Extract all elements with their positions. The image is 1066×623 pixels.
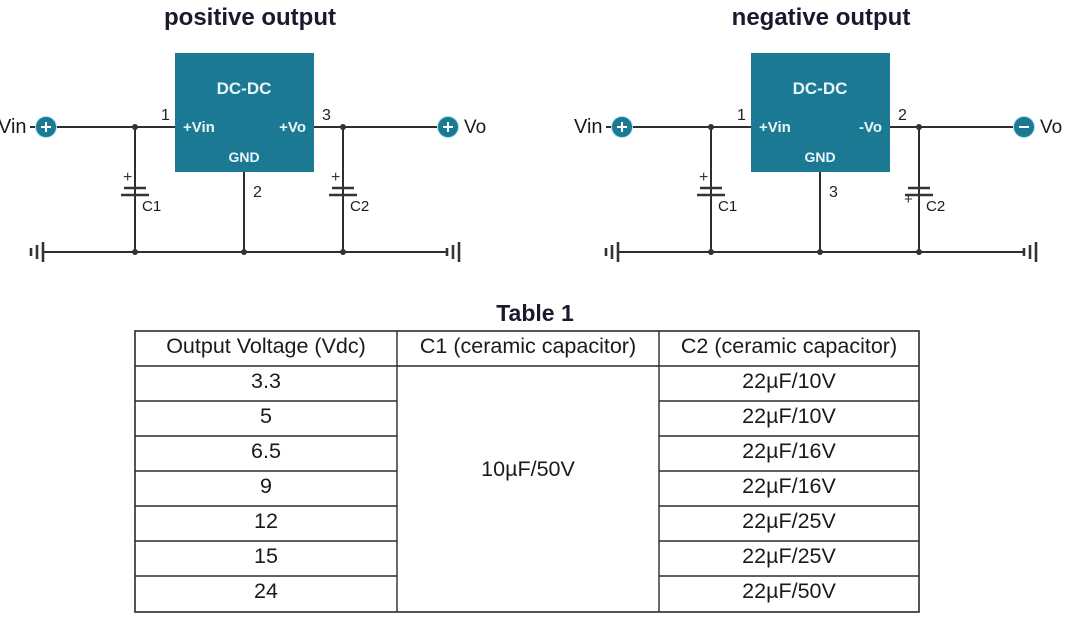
svg-text:3: 3: [322, 107, 331, 124]
svg-text:Vo: Vo: [1040, 117, 1062, 138]
svg-text:C2: C2: [350, 198, 369, 215]
svg-text:1: 1: [737, 107, 746, 124]
svg-text:Vin: Vin: [574, 116, 603, 138]
svg-text:15: 15: [254, 544, 278, 568]
svg-text:GND: GND: [804, 149, 835, 165]
svg-text:+Vin: +Vin: [183, 119, 215, 136]
svg-text:+: +: [904, 191, 913, 208]
svg-text:22µF/25V: 22µF/25V: [742, 509, 836, 533]
svg-text:+Vo: +Vo: [279, 119, 306, 136]
svg-text:C2: C2: [926, 198, 945, 215]
svg-text:22µF/10V: 22µF/10V: [742, 404, 836, 428]
svg-text:negative output: negative output: [732, 4, 911, 31]
svg-text:DC-DC: DC-DC: [793, 79, 848, 98]
svg-text:Vin: Vin: [0, 116, 27, 138]
svg-text:-Vo: -Vo: [859, 119, 882, 136]
svg-text:+: +: [123, 169, 132, 186]
svg-text:9: 9: [260, 474, 272, 498]
svg-text:3.3: 3.3: [251, 369, 281, 393]
svg-text:Table 1: Table 1: [496, 300, 574, 326]
svg-text:22µF/25V: 22µF/25V: [742, 544, 836, 568]
svg-text:C1: C1: [718, 198, 737, 215]
svg-text:22µF/50V: 22µF/50V: [742, 579, 836, 603]
svg-text:10µF/50V: 10µF/50V: [481, 457, 575, 481]
svg-text:+: +: [331, 169, 340, 186]
svg-text:12: 12: [254, 509, 278, 533]
svg-text:GND: GND: [228, 149, 259, 165]
svg-text:+Vin: +Vin: [759, 119, 791, 136]
svg-text:DC-DC: DC-DC: [217, 79, 272, 98]
svg-text:3: 3: [829, 184, 838, 201]
svg-text:22µF/16V: 22µF/16V: [742, 474, 836, 498]
svg-text:+: +: [699, 169, 708, 186]
svg-text:22µF/16V: 22µF/16V: [742, 439, 836, 463]
svg-text:C2 (ceramic capacitor): C2 (ceramic capacitor): [681, 334, 897, 358]
svg-text:C1 (ceramic capacitor): C1 (ceramic capacitor): [420, 334, 636, 358]
svg-text:2: 2: [253, 184, 262, 201]
svg-text:Vo: Vo: [464, 117, 486, 138]
svg-text:5: 5: [260, 404, 272, 428]
svg-text:24: 24: [254, 579, 278, 603]
svg-text:22µF/10V: 22µF/10V: [742, 369, 836, 393]
svg-text:Output Voltage (Vdc): Output Voltage (Vdc): [166, 334, 366, 358]
svg-text:positive output: positive output: [164, 4, 336, 31]
svg-text:2: 2: [898, 107, 907, 124]
svg-text:6.5: 6.5: [251, 439, 281, 463]
svg-text:1: 1: [161, 107, 170, 124]
svg-text:C1: C1: [142, 198, 161, 215]
